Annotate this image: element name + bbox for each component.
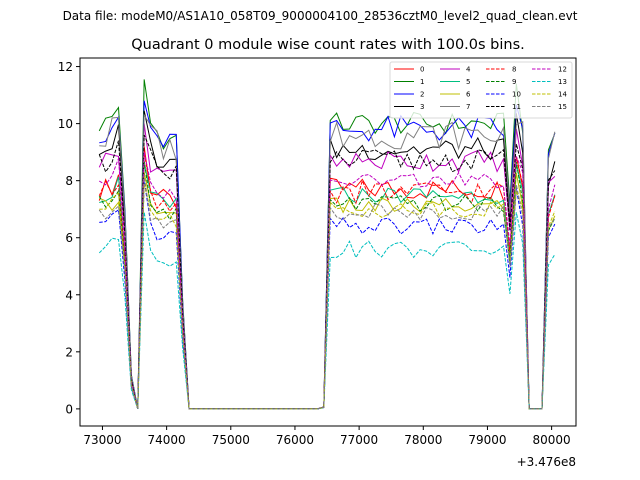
figure-suptitle: Data file: modeM0/AS1A10_058T09_90000041… [63, 9, 578, 23]
series-line-8 [98, 152, 556, 410]
legend-box [389, 61, 573, 119]
x-tick-label: 78000 [404, 433, 442, 447]
legend-label-13: 13 [558, 78, 567, 86]
legend-label-11: 11 [512, 103, 521, 111]
x-tick-label: 79000 [468, 433, 506, 447]
x-tick-label: 77000 [340, 433, 378, 447]
legend-label-3: 3 [420, 103, 424, 111]
plot-lines [98, 79, 556, 410]
series-line-13 [98, 211, 556, 410]
legend-label-10: 10 [512, 91, 521, 99]
legend-label-0: 0 [420, 66, 424, 74]
series-line-14 [99, 183, 556, 410]
legend-label-7: 7 [466, 103, 470, 111]
legend-label-2: 2 [420, 91, 424, 99]
legend-label-8: 8 [512, 66, 516, 74]
axes-frame [79, 57, 577, 427]
legend-label-4: 4 [466, 66, 471, 74]
y-tick-label: 12 [58, 60, 73, 74]
y-tick-label: 10 [58, 117, 73, 131]
series-line-12 [98, 152, 556, 410]
legend-label-12: 12 [558, 66, 567, 74]
y-tick-label: 0 [65, 402, 73, 416]
x-tick-label: 80000 [533, 433, 571, 447]
series-line-7 [99, 113, 556, 410]
legend-label-1: 1 [420, 78, 424, 86]
legend-label-9: 9 [512, 78, 516, 86]
x-offset-label: +3.476e8 [517, 455, 576, 469]
y-tick-label: 6 [65, 231, 73, 245]
legend-label-6: 6 [466, 91, 471, 99]
legend-label-15: 15 [558, 103, 567, 111]
y-tick-label: 8 [65, 174, 73, 188]
series-line-15 [98, 174, 556, 410]
x-tick-label: 75000 [212, 433, 250, 447]
x-tick-label: 73000 [83, 433, 121, 447]
axis-ticks: 73000 74000 75000 76000 77000 78000 79000 80000… [58, 60, 571, 447]
legend-label-14: 14 [558, 91, 567, 99]
chart-title: Quadrant 0 module wise count rates with … [131, 37, 525, 53]
x-tick-label: 74000 [148, 433, 186, 447]
legend-label-5: 5 [466, 78, 470, 86]
y-tick-label: 2 [65, 345, 73, 359]
x-tick-label: 76000 [276, 433, 314, 447]
y-tick-label: 4 [65, 288, 73, 302]
